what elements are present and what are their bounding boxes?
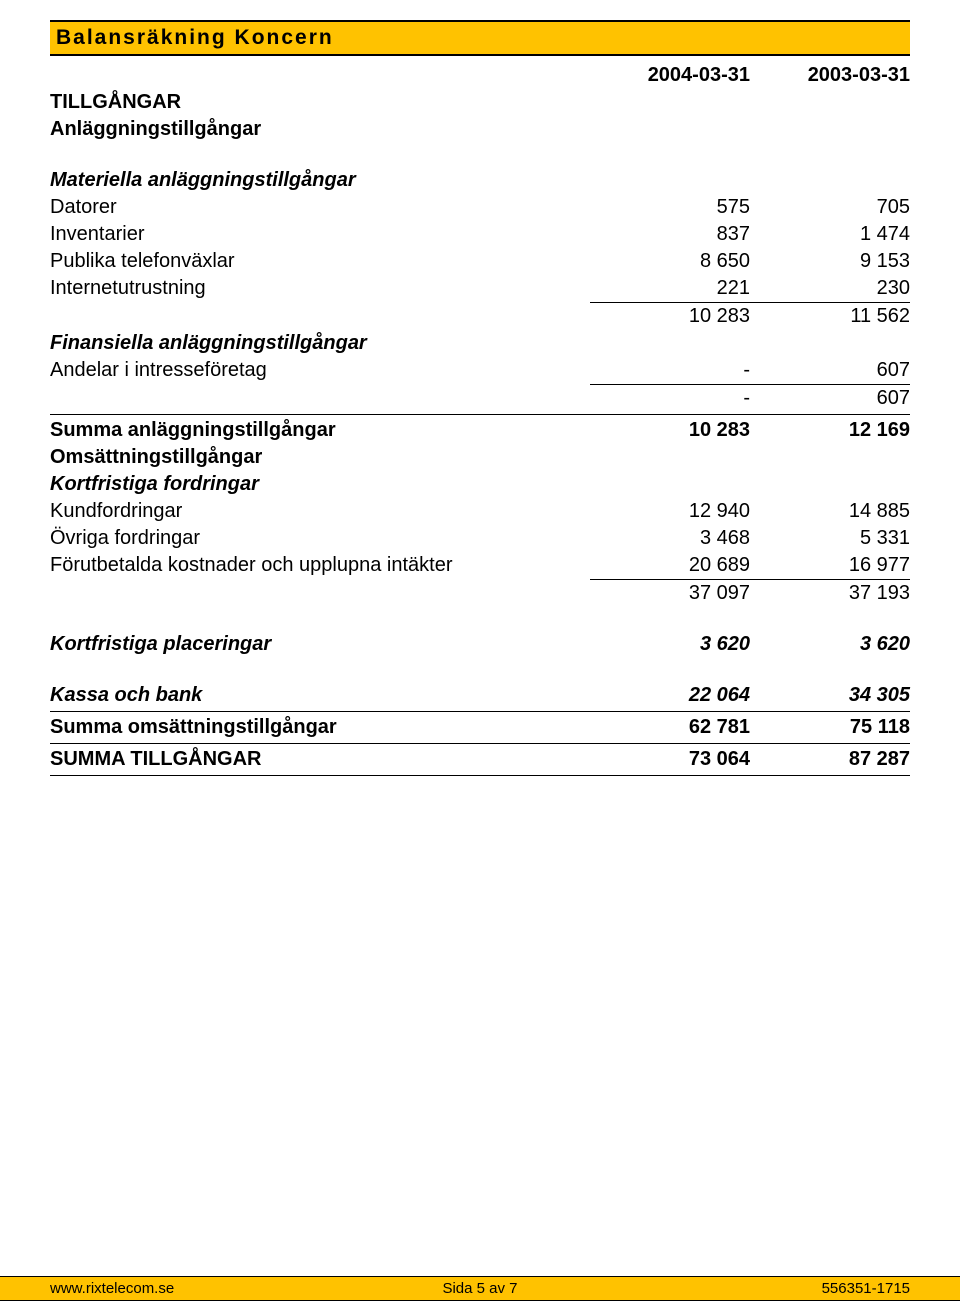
row-val1: 20 689 (590, 552, 750, 579)
row-val2: 11 562 (750, 303, 910, 330)
table-row: Datorer 575 705 (50, 194, 910, 221)
heading-fixed-assets: Anläggningstillgångar (50, 116, 590, 143)
page-footer: www.rixtelecom.se Sida 5 av 7 556351-171… (0, 1276, 960, 1301)
row-val1: 10 283 (590, 417, 750, 444)
table-row: Internetutrustning 221 230 (50, 275, 910, 302)
row-val2: 75 118 (750, 714, 910, 741)
table-row: Övriga fordringar 3 468 5 331 (50, 525, 910, 552)
row-label: Inventarier (50, 221, 590, 248)
row-val2: 5 331 (750, 525, 910, 552)
section-rule (50, 775, 910, 776)
row-val1: - (590, 357, 750, 384)
row-label: Kortfristiga placeringar (50, 631, 590, 658)
row-label: Summa omsättningstillgångar (50, 714, 590, 741)
row-label: Internetutrustning (50, 275, 590, 302)
table-row: Inventarier 837 1 474 (50, 221, 910, 248)
row-val1: - (590, 385, 750, 412)
row-val1: 3 620 (590, 631, 750, 658)
row-val2: 1 474 (750, 221, 910, 248)
row-val2: 34 305 (750, 682, 910, 709)
row-label: Kundfordringar (50, 498, 590, 525)
table-row: Kassa och bank 22 064 34 305 (50, 682, 910, 709)
heading-financial: Finansiella anläggningstillgångar (50, 330, 590, 357)
row-val2: 14 885 (750, 498, 910, 525)
table-row: 10 283 11 562 (50, 303, 910, 330)
table-row: 37 097 37 193 (50, 580, 910, 607)
row-val1: 62 781 (590, 714, 750, 741)
row-label: Andelar i intresseföretag (50, 357, 590, 384)
date-col2: 2003-03-31 (750, 62, 910, 89)
row-label: Summa anläggningstillgångar (50, 417, 590, 444)
row-val2: 607 (750, 357, 910, 384)
row-val2: 607 (750, 385, 910, 412)
footer-center: Sida 5 av 7 (337, 1280, 624, 1297)
row-val1: 10 283 (590, 303, 750, 330)
section-rule (50, 743, 910, 744)
row-val1: 12 940 (590, 498, 750, 525)
row-val1: 3 468 (590, 525, 750, 552)
footer-left: www.rixtelecom.se (50, 1280, 337, 1297)
table-row: Kundfordringar 12 940 14 885 (50, 498, 910, 525)
table-row: Förutbetalda kostnader och upplupna intä… (50, 552, 910, 579)
heading-tangible: Materiella anläggningstillgångar (50, 167, 590, 194)
section-rule (50, 711, 910, 712)
row-val2: 37 193 (750, 580, 910, 607)
heading-current-assets: Omsättningstillgångar (50, 444, 590, 471)
table-row: Publika telefonväxlar 8 650 9 153 (50, 248, 910, 275)
row-val1: 575 (590, 194, 750, 221)
balance-table: 2004-03-31 2003-03-31 TILLGÅNGAR Anläggn… (50, 62, 910, 776)
heading-short-receivables: Kortfristiga fordringar (50, 471, 590, 498)
row-val1: 22 064 (590, 682, 750, 709)
table-row: - 607 (50, 385, 910, 412)
row-val1: 221 (590, 275, 750, 302)
row-val1: 37 097 (590, 580, 750, 607)
row-val2: 9 153 (750, 248, 910, 275)
row-label: Kassa och bank (50, 682, 590, 709)
date-col1: 2004-03-31 (590, 62, 750, 89)
row-val1: 8 650 (590, 248, 750, 275)
row-val1: 837 (590, 221, 750, 248)
row-val2: 16 977 (750, 552, 910, 579)
table-row: Andelar i intresseföretag - 607 (50, 357, 910, 384)
table-row: SUMMA TILLGÅNGAR 73 064 87 287 (50, 746, 910, 773)
row-val2: 12 169 (750, 417, 910, 444)
section-title: Balansräkning Koncern (50, 20, 910, 56)
footer-right: 556351-1715 (623, 1280, 910, 1297)
row-label: Datorer (50, 194, 590, 221)
row-val2: 87 287 (750, 746, 910, 773)
row-label: Publika telefonväxlar (50, 248, 590, 275)
table-row: Summa omsättningstillgångar 62 781 75 11… (50, 714, 910, 741)
table-row: Summa anläggningstillgångar 10 283 12 16… (50, 417, 910, 444)
row-val2: 705 (750, 194, 910, 221)
row-label: SUMMA TILLGÅNGAR (50, 746, 590, 773)
row-val2: 230 (750, 275, 910, 302)
row-label: Övriga fordringar (50, 525, 590, 552)
row-val2: 3 620 (750, 631, 910, 658)
row-label: Förutbetalda kostnader och upplupna intä… (50, 552, 590, 579)
section-rule (50, 414, 910, 415)
heading-assets: TILLGÅNGAR (50, 89, 590, 116)
row-val1: 73 064 (590, 746, 750, 773)
table-row: Kortfristiga placeringar 3 620 3 620 (50, 631, 910, 658)
